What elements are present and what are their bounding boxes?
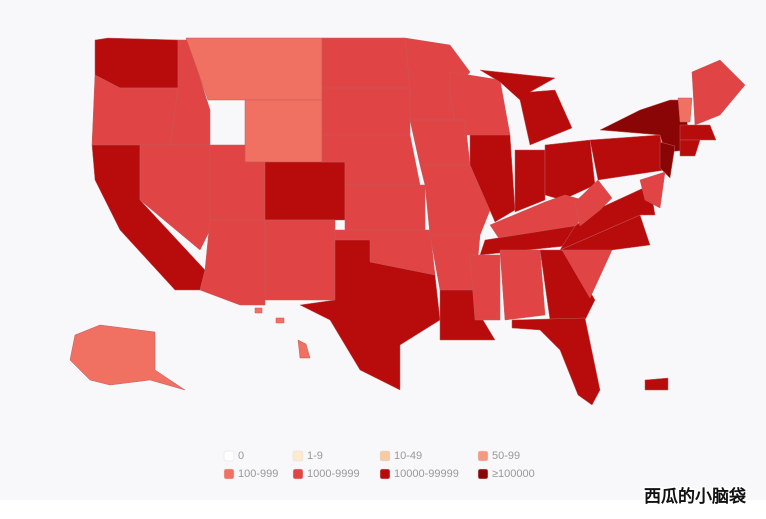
legend-swatch bbox=[379, 450, 391, 462]
state[interactable] bbox=[659, 141, 676, 179]
state[interactable] bbox=[244, 99, 323, 163]
state[interactable] bbox=[321, 87, 411, 136]
state[interactable] bbox=[94, 37, 179, 89]
state[interactable] bbox=[254, 307, 263, 314]
legend-label: 50-99 bbox=[492, 450, 520, 462]
legend-label: ≥100000 bbox=[492, 468, 535, 480]
state[interactable] bbox=[199, 219, 266, 306]
state[interactable] bbox=[264, 219, 336, 301]
legend-swatch bbox=[223, 450, 235, 462]
legend-label: 1000-9999 bbox=[307, 468, 360, 480]
legend-swatch bbox=[477, 450, 489, 462]
legend-swatch bbox=[292, 450, 304, 462]
state[interactable] bbox=[439, 289, 496, 341]
state[interactable] bbox=[639, 171, 666, 209]
state[interactable] bbox=[479, 69, 573, 146]
state[interactable] bbox=[691, 59, 746, 126]
state[interactable] bbox=[469, 134, 516, 223]
state[interactable] bbox=[264, 161, 346, 221]
state[interactable] bbox=[297, 339, 311, 359]
states bbox=[69, 37, 746, 406]
state[interactable] bbox=[677, 97, 693, 123]
state[interactable] bbox=[544, 139, 596, 201]
state[interactable] bbox=[299, 239, 441, 391]
legend-label: 1-9 bbox=[307, 450, 323, 462]
state[interactable] bbox=[409, 119, 471, 166]
state[interactable] bbox=[644, 377, 669, 391]
state[interactable] bbox=[511, 317, 601, 406]
state[interactable] bbox=[679, 139, 701, 157]
legend-swatch bbox=[223, 468, 235, 480]
state[interactable] bbox=[499, 249, 546, 321]
state[interactable] bbox=[449, 71, 511, 136]
state[interactable] bbox=[185, 37, 323, 101]
legend-swatch bbox=[292, 468, 304, 480]
legend-label: 100-999 bbox=[238, 468, 278, 480]
legend: 0 1-9 10-49 50-99 100-999 1000-9999 10000-9999… bbox=[223, 450, 535, 480]
background-strip bbox=[0, 500, 766, 519]
state[interactable] bbox=[574, 179, 613, 227]
state[interactable] bbox=[275, 317, 285, 324]
legend-label: 0 bbox=[238, 450, 244, 462]
legend-swatch bbox=[379, 468, 391, 480]
state[interactable] bbox=[469, 254, 501, 321]
state[interactable] bbox=[344, 184, 426, 231]
legend-label: 10000-99999 bbox=[394, 468, 459, 480]
state[interactable] bbox=[69, 324, 186, 391]
state[interactable] bbox=[679, 124, 717, 141]
legend-label: 10-49 bbox=[394, 450, 422, 462]
legend-swatch bbox=[477, 468, 489, 480]
watermark: 西瓜的小脑袋 bbox=[644, 486, 747, 507]
state[interactable] bbox=[514, 149, 546, 213]
state[interactable] bbox=[139, 144, 211, 251]
state[interactable] bbox=[321, 37, 411, 89]
